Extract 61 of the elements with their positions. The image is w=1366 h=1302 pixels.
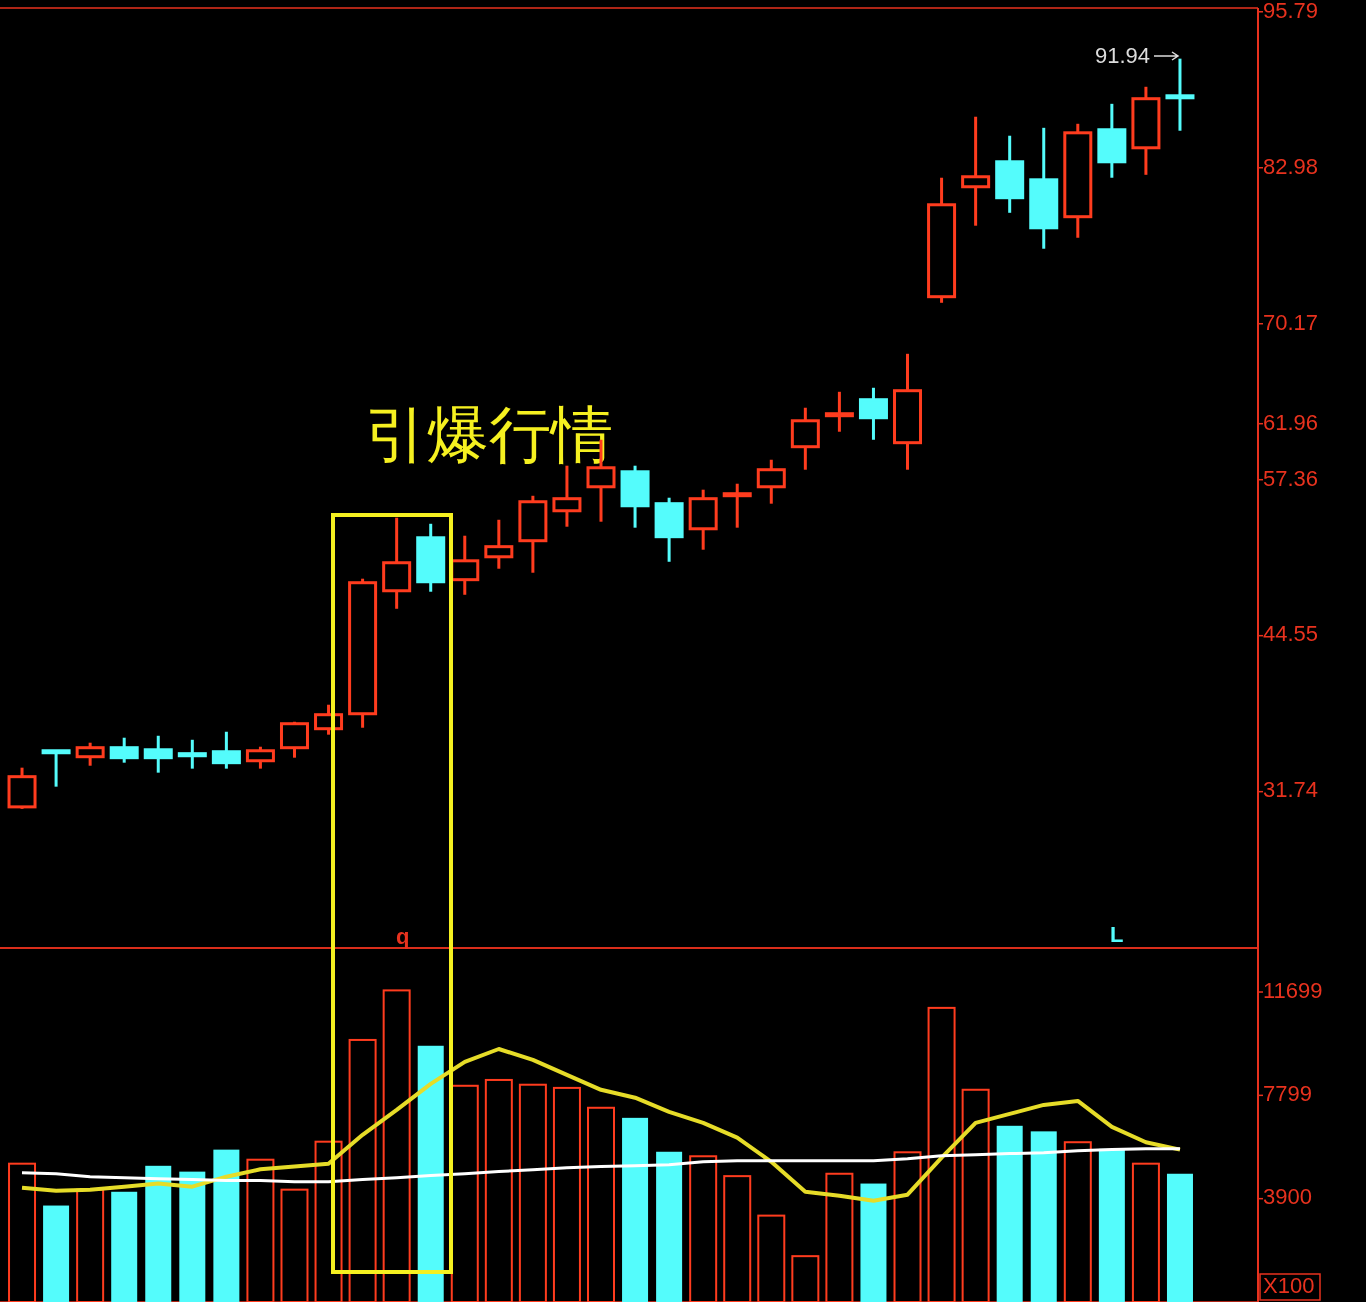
bar — [1098, 1148, 1125, 1302]
bar — [518, 1083, 547, 1302]
bar — [213, 1149, 240, 1302]
bar — [656, 1151, 683, 1302]
bar — [179, 1171, 206, 1302]
y-tick-label: 57.36 — [1263, 465, 1319, 491]
bar — [996, 1125, 1023, 1302]
bar — [927, 1006, 956, 1302]
y-tick-label: 44.55 — [1263, 621, 1319, 647]
candlestick — [961, 116, 991, 226]
candlestick — [484, 518, 514, 569]
annotation: L — [1110, 922, 1124, 947]
candlestick — [995, 135, 1025, 213]
candlestick — [1165, 58, 1195, 131]
bar — [314, 1140, 343, 1302]
bar — [552, 1086, 581, 1302]
line-series — [20, 1047, 1182, 1203]
bar — [961, 1088, 990, 1302]
candlestick — [893, 352, 923, 470]
bar — [280, 1188, 309, 1302]
y-tick-label: 95.79 — [1263, 0, 1319, 23]
y-tick-label: 31.74 — [1263, 777, 1319, 803]
candlestick — [382, 517, 412, 609]
candlestick — [1097, 102, 1127, 178]
bar — [1166, 1173, 1193, 1302]
bar — [246, 1158, 275, 1302]
annotation: 91.94 — [1094, 43, 1150, 68]
bar — [348, 1038, 377, 1302]
y-tick-label: 7799 — [1263, 1081, 1312, 1107]
y-tick-label: 3900 — [1263, 1184, 1312, 1210]
bar — [860, 1183, 887, 1302]
annotation: 引爆行情 — [365, 400, 613, 469]
bar — [791, 1255, 820, 1302]
bar — [417, 1045, 444, 1302]
annotation: q — [396, 924, 410, 949]
bar — [825, 1172, 854, 1302]
y-tick-label: 61.96 — [1263, 409, 1319, 435]
line-series — [20, 1147, 1182, 1184]
bar — [757, 1214, 786, 1302]
bar — [1030, 1131, 1057, 1302]
bar — [145, 1165, 172, 1302]
bar — [43, 1205, 70, 1302]
bar — [723, 1175, 752, 1302]
bar — [622, 1117, 649, 1302]
y-tick-label: 70.17 — [1263, 309, 1319, 335]
y-axis-title: X100 — [1263, 1272, 1315, 1298]
bar — [76, 1188, 105, 1302]
bar — [689, 1155, 718, 1302]
bar — [382, 989, 411, 1302]
bar — [893, 1151, 922, 1302]
bar — [587, 1106, 615, 1302]
candlestick — [1029, 126, 1059, 249]
y-tick-label: 11699 — [1263, 977, 1323, 1003]
candlestick — [450, 535, 480, 595]
bar — [484, 1078, 513, 1302]
y-tick-label: 82.98 — [1263, 153, 1319, 179]
candlestick — [552, 465, 582, 527]
bar — [8, 1162, 37, 1302]
bar — [1131, 1162, 1160, 1302]
bar — [1063, 1141, 1092, 1302]
bar — [111, 1191, 138, 1302]
